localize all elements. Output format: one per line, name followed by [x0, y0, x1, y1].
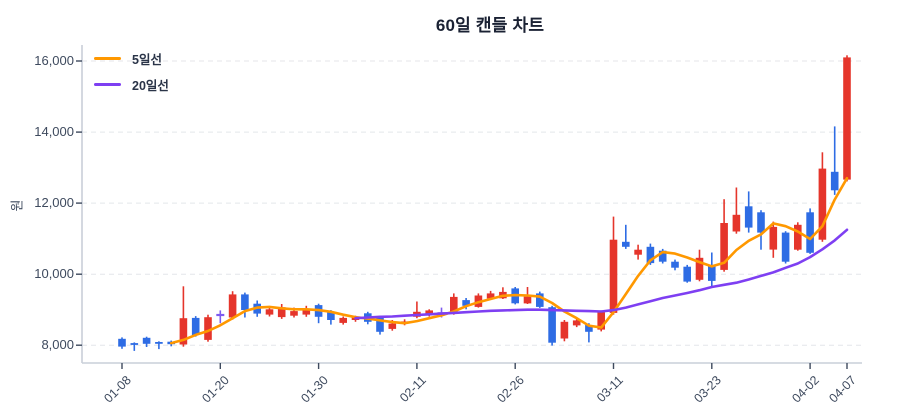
candle-body — [757, 212, 765, 233]
candle-body — [204, 317, 212, 340]
candle-body — [609, 239, 618, 313]
candle-body — [720, 223, 728, 270]
ma20-line — [354, 228, 849, 320]
candle-body — [646, 246, 655, 264]
ma5-line-swatch-icon — [94, 57, 121, 60]
candle-body — [744, 206, 753, 228]
candle-body — [818, 168, 827, 240]
candle-body — [302, 308, 311, 315]
candle-body — [658, 250, 667, 262]
candle-body — [708, 264, 716, 281]
candle-body — [155, 342, 163, 344]
candle-body — [794, 224, 802, 250]
y-axis-tick-label: 16,000 — [34, 53, 74, 68]
candle-body — [781, 232, 790, 262]
y-axis-tick-label: 12,000 — [34, 195, 74, 210]
ma5-legend-label: 5일선 — [132, 53, 162, 67]
legend: 5일선 20일선 — [94, 49, 169, 94]
candle-body — [560, 321, 569, 339]
y-axis-tick-label: 14,000 — [34, 124, 74, 139]
candle-body — [191, 317, 200, 335]
ma5-line — [169, 176, 849, 345]
candle-body — [425, 310, 433, 315]
ma20-line-swatch-icon — [94, 83, 121, 86]
candle-body — [486, 293, 495, 299]
candle-body — [806, 212, 814, 253]
candle-body — [634, 249, 642, 255]
candle-body — [671, 261, 679, 268]
candle-body — [622, 241, 630, 247]
candle-body — [769, 226, 778, 250]
candle-body — [843, 57, 851, 180]
candle-body — [585, 325, 593, 332]
candle-body — [830, 171, 839, 191]
candle-body — [327, 312, 335, 320]
candle-body — [462, 300, 470, 306]
candle-body — [142, 337, 151, 344]
candle-body — [597, 312, 605, 330]
candle-body — [376, 317, 384, 332]
candle-body — [388, 323, 397, 329]
candle-body — [732, 214, 741, 232]
candle-body — [179, 318, 188, 345]
candle-body — [548, 307, 556, 343]
candle-body — [523, 296, 532, 304]
legend-item-ma5: 5일선 — [94, 49, 169, 68]
chart-title: 60일 캔들 차트 — [435, 16, 545, 35]
candle-body — [265, 309, 274, 315]
candle-body — [695, 257, 704, 280]
ma20-legend-label: 20일선 — [132, 79, 169, 93]
legend-item-ma20: 20일선 — [94, 75, 169, 94]
candle-body — [228, 294, 237, 318]
candle-body — [290, 311, 298, 316]
candle-body — [683, 266, 691, 282]
y-axis-tick-label: 8,000 — [41, 337, 74, 352]
candle-body — [339, 317, 347, 323]
candle-body — [277, 307, 286, 318]
candle-body — [536, 293, 544, 307]
candle-body — [572, 320, 581, 326]
y-axis-tick-label: 10,000 — [34, 266, 74, 281]
candle-body — [241, 294, 249, 310]
candle-body — [130, 343, 139, 345]
candle-body — [450, 296, 458, 314]
candle-body — [118, 338, 126, 347]
